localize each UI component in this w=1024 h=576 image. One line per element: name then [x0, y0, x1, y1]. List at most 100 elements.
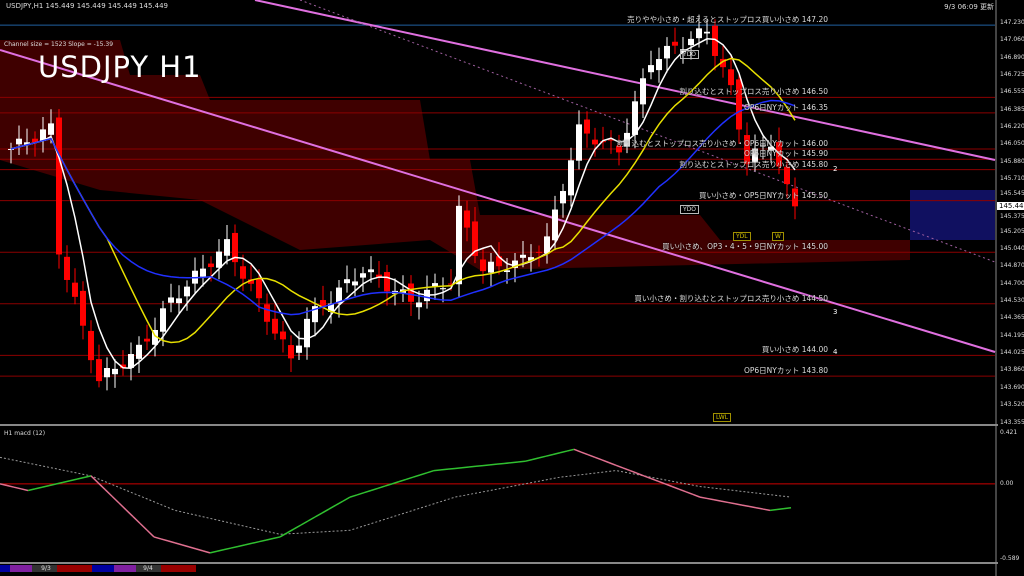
price-axis-tick: 145.375: [1000, 212, 1024, 220]
macd-line-segment: [545, 453, 554, 457]
macd-line-segment: [776, 507, 785, 511]
date-strip-segment: [114, 565, 136, 572]
candle-body: [416, 302, 422, 308]
macd-line-segment: [377, 485, 386, 489]
macd-line-segment: [258, 539, 267, 543]
candle-body: [736, 79, 742, 130]
macd-signal-line: [0, 456, 792, 535]
candle-body: [16, 138, 22, 145]
macd-line-segment: [328, 504, 337, 510]
price-axis-tick: 144.870: [1000, 262, 1024, 270]
macd-line-segment: [692, 493, 701, 498]
macd-line-segment: [517, 460, 526, 463]
candle-body: [440, 288, 446, 290]
price-axis-tick: 145.205: [1000, 227, 1024, 235]
macd-line-segment: [41, 484, 50, 488]
price-axis-tick: 144.025: [1000, 349, 1024, 357]
candle-body: [88, 330, 94, 361]
price-axis-tick: 144.530: [1000, 297, 1024, 305]
candle-body: [408, 283, 414, 302]
price-level-label: 割り込むとストップロス売り小さめ 145.80: [679, 159, 828, 169]
candle-body: [96, 359, 102, 382]
macd-line-segment: [587, 453, 596, 459]
candle-body: [112, 368, 118, 375]
price-axis-tick: 144.195: [1000, 331, 1024, 339]
candle-body: [656, 59, 662, 71]
candle-body: [712, 25, 718, 56]
candle-body: [152, 329, 158, 345]
candle-body: [48, 123, 54, 135]
candle-body: [648, 65, 654, 73]
candle-body: [208, 263, 214, 268]
macd-line-segment: [461, 466, 470, 469]
macd-line-segment: [538, 455, 547, 459]
macd-line-segment: [426, 469, 435, 474]
candle-body: [720, 58, 726, 68]
macd-line-segment: [195, 548, 204, 552]
price-level-label: 買い小さめ、OP3・4・5・9日NYカット 145.00: [662, 242, 828, 252]
candle-body: [528, 257, 534, 261]
macd-line-segment: [363, 489, 372, 494]
macd-line-segment: [678, 488, 687, 493]
macd-line-segment: [622, 467, 631, 472]
candle-body: [480, 259, 486, 272]
date-strip-segment: [136, 565, 161, 572]
candle-body: [328, 303, 334, 312]
channel-upper-line: [254, 0, 996, 161]
macd-axis-tick: 0.00: [1000, 480, 1014, 488]
date-strip-segment: [57, 565, 92, 572]
candle-body: [312, 306, 318, 323]
candle-body: [472, 221, 478, 256]
macd-line-segment: [174, 542, 183, 546]
macd-line-segment: [321, 508, 330, 514]
moving-average-slow: [10, 99, 796, 316]
macd-line-segment: [398, 478, 407, 483]
macd-line-segment: [454, 466, 463, 470]
candle-body: [120, 364, 126, 369]
macd-line-segment: [496, 462, 505, 465]
candle-body: [248, 279, 254, 284]
candle-body: [616, 145, 622, 153]
candle-body: [728, 69, 734, 86]
date-strip-segment: [10, 565, 32, 572]
candle-body: [128, 354, 134, 368]
macd-line-segment: [643, 475, 652, 480]
candle-body: [792, 188, 798, 207]
macd-line-segment: [783, 506, 792, 510]
candle-body: [304, 318, 310, 348]
price-axis-tick: 146.220: [1000, 122, 1024, 130]
macd-line-segment: [202, 550, 211, 554]
candle-body: [576, 124, 582, 161]
macd-line-segment: [447, 467, 456, 470]
price-axis-tick: 144.700: [1000, 279, 1024, 287]
macd-line-segment: [230, 545, 239, 549]
lwl-marker: LWL: [713, 413, 732, 422]
candle-body: [784, 166, 790, 185]
candle-body: [232, 232, 238, 263]
candle-body: [8, 148, 14, 150]
macd-line-segment: [146, 529, 155, 538]
candle-body: [104, 368, 110, 378]
macd-line-segment: [223, 547, 232, 551]
price-level-label: 買い小さめ・OP5日NYカット 145.50: [698, 190, 828, 200]
price-level-label: 買い小さめ 144.00: [761, 345, 828, 355]
candle-body: [184, 286, 190, 297]
macd-line-segment: [188, 546, 197, 550]
macd-line-segment: [510, 461, 519, 464]
macd-line-segment: [69, 478, 78, 482]
candle-body: [664, 45, 670, 59]
moving-average-fast: [10, 38, 796, 369]
candle-body: [512, 260, 518, 268]
weekly-marker: W: [772, 232, 784, 241]
macd-line-segment: [720, 500, 729, 504]
candle-body: [768, 146, 774, 151]
macd-line-segment: [755, 506, 764, 510]
candle-body: [368, 269, 374, 273]
symbol-header: USDJPY,H1 145.449 145.449 145.449 145.44…: [6, 2, 168, 10]
macd-line-segment: [209, 550, 218, 554]
ichimoku-cloud: [0, 40, 910, 270]
current-price-label: 145.449: [997, 201, 1024, 210]
macd-line-segment: [405, 476, 414, 481]
macd-line-segment: [769, 508, 778, 512]
